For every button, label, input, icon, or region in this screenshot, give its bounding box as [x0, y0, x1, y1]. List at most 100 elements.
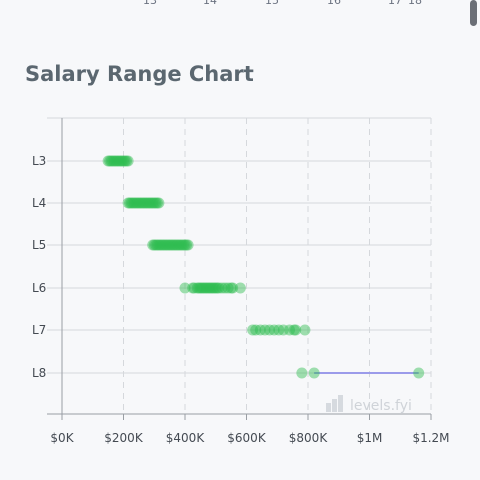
data-point [259, 324, 271, 336]
x-tick-label: $800K [289, 431, 329, 445]
data-point [153, 239, 165, 251]
data-point [102, 155, 114, 167]
x-tick-label: $0K [50, 431, 74, 445]
data-point [134, 197, 146, 209]
y-tick-label: L7 [32, 323, 46, 337]
data-point [122, 155, 134, 167]
data-point [208, 282, 220, 294]
data-point [222, 282, 234, 294]
points-layer [102, 155, 425, 379]
data-point [250, 324, 262, 336]
data-point [308, 367, 320, 379]
data-point [179, 282, 191, 294]
data-point [151, 239, 163, 251]
data-point [136, 197, 148, 209]
chart-title: Salary Range Chart [25, 62, 254, 86]
data-point [264, 324, 276, 336]
data-point [144, 197, 156, 209]
data-point [110, 155, 122, 167]
data-point [133, 197, 145, 209]
x-tick-label: $200K [104, 431, 144, 445]
data-point [131, 197, 143, 209]
data-point [151, 197, 163, 209]
data-point [108, 155, 120, 167]
axes-layer [47, 118, 432, 420]
data-point [154, 239, 166, 251]
data-point [194, 282, 206, 294]
data-point [191, 282, 203, 294]
data-point [219, 282, 231, 294]
data-point [148, 197, 160, 209]
data-point [254, 324, 266, 336]
data-point [299, 324, 311, 336]
data-point [176, 239, 188, 251]
data-point [153, 197, 165, 209]
data-point [205, 282, 217, 294]
y-tick-label: L4 [32, 196, 46, 210]
data-point [147, 239, 159, 251]
data-point [157, 239, 169, 251]
top-tick: 14 [203, 0, 217, 7]
data-point [277, 324, 289, 336]
data-point [247, 324, 259, 336]
top-tick: 15 [265, 0, 279, 7]
data-point [113, 155, 125, 167]
data-point [179, 239, 191, 251]
data-point [268, 324, 280, 336]
x-tick-label: $1.2M [412, 431, 449, 445]
data-point [234, 282, 246, 294]
data-point [196, 282, 208, 294]
data-point [116, 155, 128, 167]
data-point [273, 324, 285, 336]
data-point [187, 282, 199, 294]
data-point [213, 282, 225, 294]
data-point [413, 367, 425, 379]
data-point [107, 155, 119, 167]
data-point [124, 197, 136, 209]
data-point [211, 282, 223, 294]
data-point [121, 155, 133, 167]
data-point [207, 282, 219, 294]
data-point [130, 197, 142, 209]
data-point [159, 239, 171, 251]
data-point [168, 239, 180, 251]
data-point [127, 197, 139, 209]
y-tick-label: L8 [32, 366, 46, 380]
data-point [141, 197, 153, 209]
y-labels-layer: L3 L4 L5 L6 L7 L8 [32, 154, 46, 380]
data-point [128, 197, 140, 209]
data-point [174, 239, 186, 251]
data-point [199, 282, 211, 294]
data-point [296, 367, 308, 379]
data-point [182, 239, 194, 251]
watermark-text: levels.fyi [350, 398, 412, 414]
top-axis-fragment: 13 14 15 16 17 18 [0, 0, 480, 8]
data-point [290, 324, 302, 336]
data-point [201, 282, 213, 294]
data-point [122, 197, 134, 209]
watermark: levels.fyi [326, 395, 412, 414]
data-point [125, 197, 137, 209]
data-point [114, 155, 126, 167]
data-point [171, 239, 183, 251]
data-point [288, 324, 300, 336]
data-point [197, 282, 209, 294]
scrollbar-thumb[interactable] [470, 0, 477, 26]
data-point [147, 197, 159, 209]
data-point [111, 155, 123, 167]
grid-layer [47, 117, 432, 414]
data-point [104, 155, 116, 167]
data-point [161, 239, 173, 251]
data-point [139, 197, 151, 209]
data-point [167, 239, 179, 251]
data-point [177, 239, 189, 251]
data-point [105, 155, 117, 167]
x-tick-label: $1M [357, 431, 383, 445]
x-tick-label: $600K [227, 431, 267, 445]
data-point [227, 282, 239, 294]
levels-logo-icon [326, 395, 343, 412]
data-point [145, 197, 157, 209]
top-tick: 13 [143, 0, 157, 7]
data-point [150, 197, 162, 209]
